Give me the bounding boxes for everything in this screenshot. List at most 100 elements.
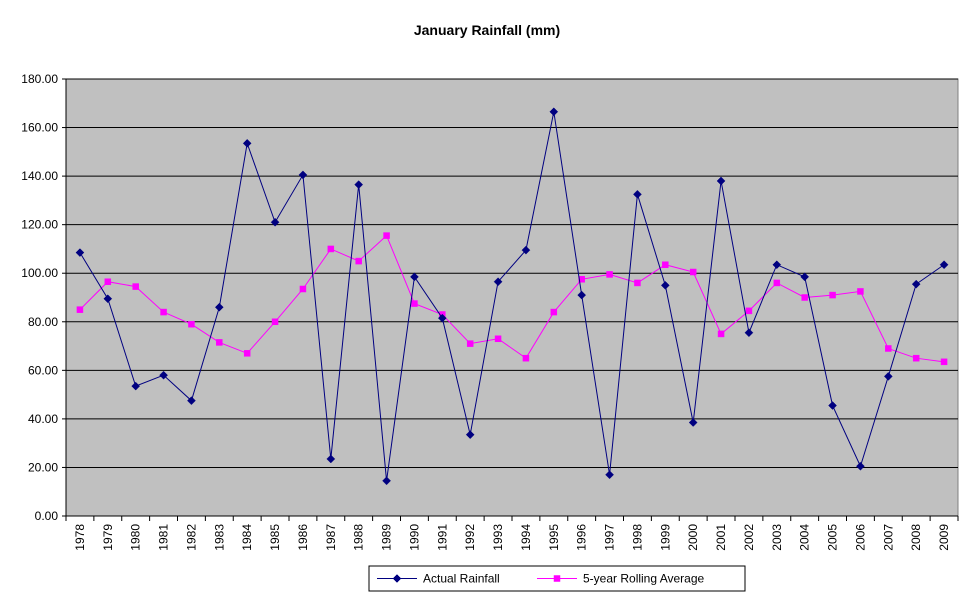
legend-label: Actual Rainfall <box>423 572 500 586</box>
data-point <box>410 272 419 282</box>
x-tick-label: 1998 <box>630 524 644 551</box>
data-point <box>522 354 530 362</box>
chart-title: January Rainfall (mm) <box>413 22 561 38</box>
data-point <box>549 107 559 117</box>
x-tick-label: 1979 <box>101 524 115 551</box>
data-point <box>688 418 698 427</box>
data-point <box>466 340 474 347</box>
x-tick-label: 1981 <box>157 524 171 551</box>
x-tick-label: 2007 <box>881 524 895 551</box>
x-tick-label: 2009 <box>937 524 951 551</box>
x-tick-label: 2004 <box>798 524 812 551</box>
x-tick-label: 1997 <box>603 524 617 551</box>
data-point <box>912 354 920 362</box>
data-point <box>578 276 585 283</box>
y-tick-label: 40.00 <box>28 412 58 426</box>
x-tick-label: 1992 <box>463 524 477 551</box>
data-point <box>885 345 892 352</box>
x-tick-label: 1994 <box>519 524 533 551</box>
data-point <box>521 245 531 255</box>
y-tick-label: 160.00 <box>21 121 58 135</box>
legend: Actual Rainfall 5-year Rolling Average <box>368 565 746 592</box>
legend-item: Actual Rainfall <box>377 572 500 586</box>
y-tick-label: 0.00 <box>35 509 59 523</box>
data-point <box>605 470 614 480</box>
data-point <box>242 138 252 148</box>
y-tick-label: 100.00 <box>21 266 58 280</box>
data-point <box>911 279 921 289</box>
data-point <box>883 372 893 381</box>
x-tick-label: 1991 <box>435 524 449 551</box>
x-tick-label: 1995 <box>547 524 561 551</box>
x-tick-label: 2003 <box>770 524 784 551</box>
data-point <box>717 330 725 338</box>
legend-swatch-marker <box>392 574 402 583</box>
data-point <box>493 277 503 287</box>
x-tick-label: 1980 <box>129 524 143 551</box>
data-point <box>660 281 670 290</box>
data-point <box>354 180 364 189</box>
y-tick-label: 20.00 <box>28 460 58 474</box>
data-point <box>271 318 279 326</box>
data-point <box>745 307 753 315</box>
data-point <box>299 285 307 293</box>
data-point <box>159 370 168 380</box>
y-tick-label: 60.00 <box>28 363 58 377</box>
x-tick-label: 2008 <box>909 524 923 551</box>
x-tick-label: 1986 <box>296 524 310 551</box>
x-tick-label: 1978 <box>73 524 87 551</box>
data-point <box>160 308 167 316</box>
data-point <box>829 291 836 299</box>
x-tick-label: 2001 <box>714 524 728 551</box>
axes: 0.00 20.00 40.00 60.00 80.00 100.00 120.00 140.… <box>21 72 959 551</box>
series-layer <box>75 107 949 486</box>
y-tick-label: 80.00 <box>28 315 58 329</box>
y-tick-label: 140.00 <box>21 169 58 183</box>
y-tick-label: 180.00 <box>21 72 58 86</box>
x-tick-label: 1985 <box>268 524 282 551</box>
data-point <box>801 294 808 301</box>
plot-area <box>65 78 959 517</box>
data-point <box>131 381 141 391</box>
data-point <box>76 306 84 313</box>
x-tick-label: 2005 <box>826 524 840 551</box>
data-point <box>634 279 641 287</box>
x-tick-label: 2000 <box>686 524 700 551</box>
legend-label: 5-year Rolling Average <box>583 572 705 586</box>
x-tick-label: 1989 <box>380 524 394 551</box>
data-point <box>327 245 335 253</box>
legend-swatch-marker <box>553 575 561 582</box>
legend-item: 5-year Rolling Average <box>537 572 705 586</box>
y-tick-label: 120.00 <box>21 218 58 232</box>
data-point <box>857 288 864 295</box>
data-point <box>940 358 948 366</box>
x-tick-label: 1996 <box>575 524 589 551</box>
data-point <box>243 350 251 357</box>
data-point <box>382 476 391 486</box>
x-tick-label: 1984 <box>240 524 254 551</box>
data-point <box>828 401 837 410</box>
data-point <box>494 335 502 343</box>
data-point <box>716 176 726 186</box>
x-tick-label: 1990 <box>407 524 421 551</box>
x-tick-label: 1999 <box>658 524 672 551</box>
series-line <box>79 234 945 363</box>
data-point <box>383 232 390 239</box>
data-point <box>773 279 781 287</box>
x-tick-label: 1982 <box>184 524 198 551</box>
x-tick-label: 2006 <box>853 524 867 551</box>
data-point <box>188 320 195 328</box>
data-point <box>939 260 949 270</box>
series-line <box>79 111 945 481</box>
data-point <box>856 461 865 471</box>
data-point <box>298 170 308 180</box>
data-point <box>744 328 754 338</box>
x-tick-label: 1987 <box>324 524 338 551</box>
data-point <box>800 272 810 282</box>
x-tick-label: 1988 <box>352 524 366 551</box>
data-point <box>270 217 280 227</box>
data-point <box>550 308 558 316</box>
data-point <box>465 430 475 440</box>
data-point <box>75 248 85 257</box>
